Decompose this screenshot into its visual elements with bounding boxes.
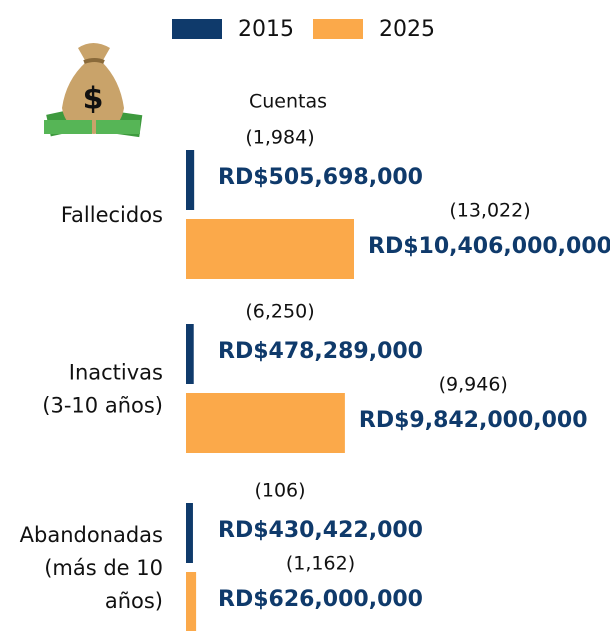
money-bag-icon: $ [44, 43, 143, 138]
count-label: (6,250) [245, 301, 314, 323]
bar [186, 324, 194, 384]
bar [186, 503, 193, 563]
svg-text:$: $ [83, 82, 104, 117]
bar [186, 572, 197, 632]
value-label: RD$10,406,000,000 [368, 234, 610, 259]
count-label: (1,984) [245, 127, 314, 149]
bar [186, 150, 195, 210]
value-label: RD$478,289,000 [218, 339, 423, 364]
bar [186, 393, 345, 453]
category-label: Fallecidos [61, 203, 163, 227]
bar [186, 219, 354, 279]
legend: 2015 2025 [172, 17, 435, 42]
count-label: (1,162) [286, 553, 355, 575]
value-label: RD$9,842,000,000 [359, 408, 588, 433]
legend-label: 2015 [238, 17, 294, 42]
legend-swatch [313, 19, 363, 39]
value-label: RD$626,000,000 [218, 587, 423, 612]
count-label: (9,946) [439, 374, 508, 396]
value-label: RD$430,422,000 [218, 518, 423, 543]
legend-label: 2025 [379, 17, 435, 42]
category-label: Abandonadas (más de 10 años) [20, 523, 163, 613]
category-label: Inactivas (3-10 años) [42, 361, 163, 418]
value-label: RD$505,698,000 [218, 165, 423, 190]
count-label: (13,022) [449, 200, 530, 222]
count-label: (106) [254, 480, 305, 502]
legend-swatch [172, 19, 222, 39]
annotation: Cuentas [249, 91, 327, 113]
